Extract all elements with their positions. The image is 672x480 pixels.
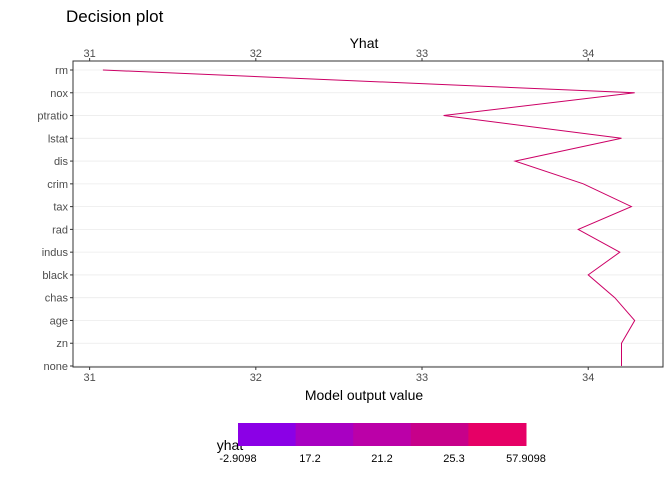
legend-color-segment	[295, 423, 354, 446]
legend-color-segment	[238, 423, 297, 446]
panel-border	[72, 60, 664, 368]
legend-label: -2.9098	[219, 453, 256, 465]
legend-label: 57.9098	[506, 453, 546, 465]
y-tick-label: tax	[53, 202, 68, 214]
x-tick-label-bottom: 31	[83, 372, 95, 384]
y-tick-label: dis	[54, 156, 69, 168]
y-tick-label: lstat	[48, 133, 68, 145]
legend: yhat -2.9098 17.2 21.2 25.3 57.9098	[217, 423, 546, 465]
chart-title: Decision plot	[66, 7, 164, 26]
legend-title: yhat	[217, 437, 244, 453]
legend-label: 25.3	[443, 453, 464, 465]
y-tick-label: age	[50, 315, 68, 327]
x-tick-label-top: 31	[83, 48, 95, 60]
x-tick-label-bottom: 32	[250, 372, 262, 384]
legend-color-segment	[410, 423, 469, 446]
x-axis-title: Model output value	[305, 387, 424, 403]
x-tick-label-top: 34	[582, 48, 594, 60]
legend-label: 21.2	[371, 453, 392, 465]
x-tick-label-top: 32	[250, 48, 262, 60]
legend-label: 17.2	[299, 453, 320, 465]
legend-color-segment	[468, 423, 527, 446]
legend-color-segment	[353, 423, 412, 446]
plot-area: rm nox ptratio lstat dis crim tax rad indus black…	[37, 48, 664, 384]
x-tick-label-top: 33	[416, 48, 428, 60]
y-tick-label: zn	[56, 338, 68, 350]
y-tick-label: black	[42, 270, 68, 282]
y-tick-label: rad	[52, 224, 68, 236]
y-tick-label: crim	[47, 179, 68, 191]
y-tick-label: chas	[45, 293, 69, 305]
y-tick-label: none	[44, 361, 68, 373]
y-tick-label: rm	[55, 65, 68, 77]
top-axis-title: Yhat	[350, 35, 379, 51]
y-tick-label: ptratio	[37, 111, 68, 123]
y-tick-label: nox	[50, 88, 68, 100]
y-tick-label: indus	[42, 247, 69, 259]
x-tick-label-bottom: 34	[582, 372, 594, 384]
series-line	[102, 69, 636, 366]
x-tick-label-bottom: 33	[416, 372, 428, 384]
